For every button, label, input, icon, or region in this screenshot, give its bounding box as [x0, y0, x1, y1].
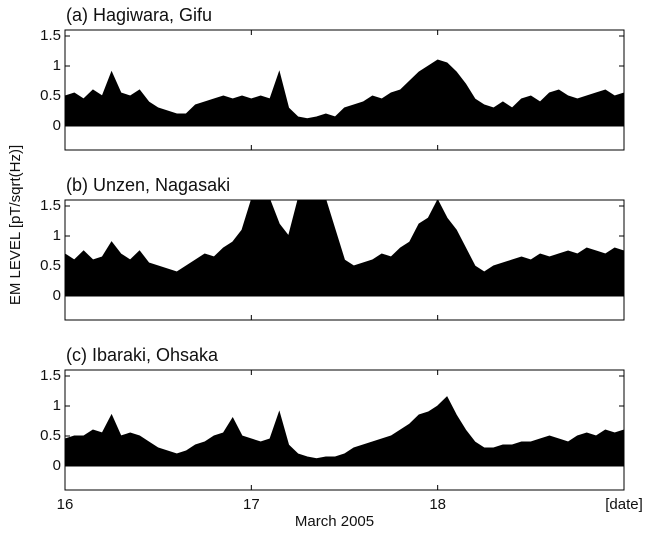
x-tick-label: 18: [429, 496, 446, 513]
plot-frame: [64, 199, 625, 321]
y-tick-label: 1: [53, 57, 61, 74]
x-tick-label: 17: [243, 496, 260, 513]
y-tick-label: 1: [53, 397, 61, 414]
y-tick-label: 1: [53, 227, 61, 244]
y-tick-label: 1.5: [40, 197, 61, 214]
line-series: [65, 59, 624, 127]
x-tick-label: 16: [57, 496, 74, 513]
line-series: [65, 200, 624, 297]
y-tick-label: 0: [53, 117, 61, 134]
y-tick-label: 0.5: [40, 257, 61, 274]
panel-title: (b) Unzen, Nagasaki: [66, 175, 230, 195]
y-tick-label: 0.5: [40, 427, 61, 444]
x-axis-label: March 2005: [295, 513, 374, 530]
y-tick-label: 1.5: [40, 27, 61, 44]
x-tick-label: [date]: [605, 496, 643, 513]
panel-title: (a) Hagiwara, Gifu: [66, 5, 212, 25]
y-tick-label: 0: [53, 457, 61, 474]
plot-frame: [64, 29, 625, 151]
panel-title: (c) Ibaraki, Ohsaka: [66, 345, 219, 365]
plot-frame: [64, 369, 625, 491]
y-tick-label: 0: [53, 287, 61, 304]
y-tick-label: 1.5: [40, 367, 61, 384]
y-axis-label: EM LEVEL [pT/sqrt(Hz)]: [7, 145, 24, 305]
y-tick-label: 0.5: [40, 87, 61, 104]
line-series: [65, 396, 624, 467]
